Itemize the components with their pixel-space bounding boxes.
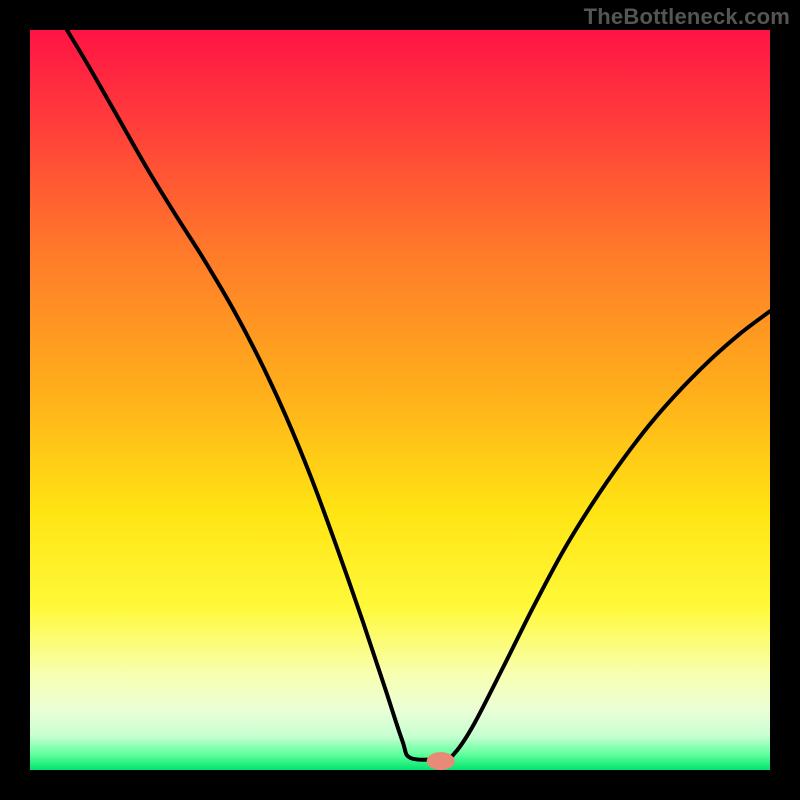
chart-stage: TheBottleneck.com [0,0,800,800]
plot-background [30,30,770,770]
chart-svg [0,0,800,800]
watermark-text: TheBottleneck.com [584,4,790,30]
optimal-marker [427,752,455,770]
